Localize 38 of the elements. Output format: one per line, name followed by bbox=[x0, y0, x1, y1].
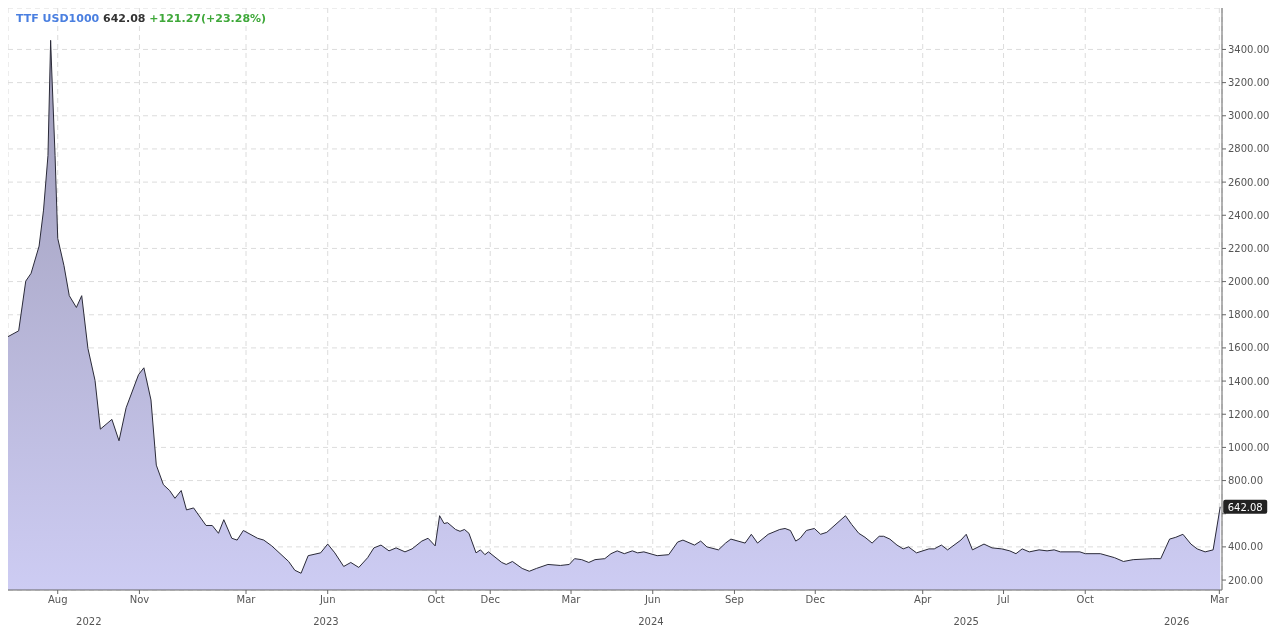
y-tick-label: 2000.00 bbox=[1228, 276, 1270, 288]
x-tick-label: Oct bbox=[1076, 594, 1094, 606]
x-tick-label: Mar bbox=[561, 594, 582, 606]
y-tick-label: 2200.00 bbox=[1228, 242, 1270, 254]
chart-title: TTF USD1000 bbox=[16, 12, 100, 25]
x2-tick-label: 2026 bbox=[1163, 616, 1190, 628]
x2-tick-label: 2022 bbox=[76, 616, 102, 628]
y-tick-label: 1000.00 bbox=[1228, 441, 1270, 453]
y-tick-label: 400.00 bbox=[1228, 541, 1263, 553]
chart-subtitle: 642.08 +121.27(+23.28%) bbox=[103, 12, 267, 25]
x-tick-label: Oct bbox=[427, 594, 445, 606]
x2-tick-label: 2024 bbox=[638, 616, 664, 628]
x-tick-label: Jun bbox=[318, 594, 336, 606]
x2-tick-label: 2023 bbox=[313, 616, 339, 628]
x2-tick-label: 2025 bbox=[953, 616, 979, 628]
x-tick-label: Jun bbox=[643, 594, 661, 606]
x-tick-label: Dec bbox=[805, 594, 825, 606]
y-tick-label: 2400.00 bbox=[1228, 209, 1270, 221]
x-tick-label: Mar bbox=[1209, 594, 1230, 606]
x-tick-label: Aug bbox=[47, 594, 68, 606]
y-tick-label: 2600.00 bbox=[1228, 176, 1270, 188]
y-tick-label: 2800.00 bbox=[1228, 143, 1270, 155]
x-tick-label: Sep bbox=[725, 594, 744, 606]
y-tick-label: 800.00 bbox=[1228, 475, 1263, 487]
y-tick-label: 1400.00 bbox=[1228, 375, 1270, 387]
y-tick-label: 3000.00 bbox=[1228, 110, 1270, 122]
annotation: 642.08 bbox=[1227, 501, 1263, 513]
x-tick-label: Nov bbox=[129, 594, 150, 606]
y-tick-label: 3400.00 bbox=[1228, 44, 1270, 55]
x-tick-label: Apr bbox=[914, 594, 933, 606]
x-tick-label: Jul bbox=[996, 594, 1010, 606]
y-tick-label: 3200.00 bbox=[1228, 77, 1270, 89]
y-tick-label: 1600.00 bbox=[1228, 342, 1270, 354]
y-tick-label: 200.00 bbox=[1228, 574, 1263, 586]
y-tick-label: 1800.00 bbox=[1228, 309, 1270, 321]
x-tick-label: Dec bbox=[480, 594, 500, 606]
x-tick-label: Mar bbox=[236, 594, 257, 606]
y-tick-label: 1200.00 bbox=[1228, 408, 1270, 420]
